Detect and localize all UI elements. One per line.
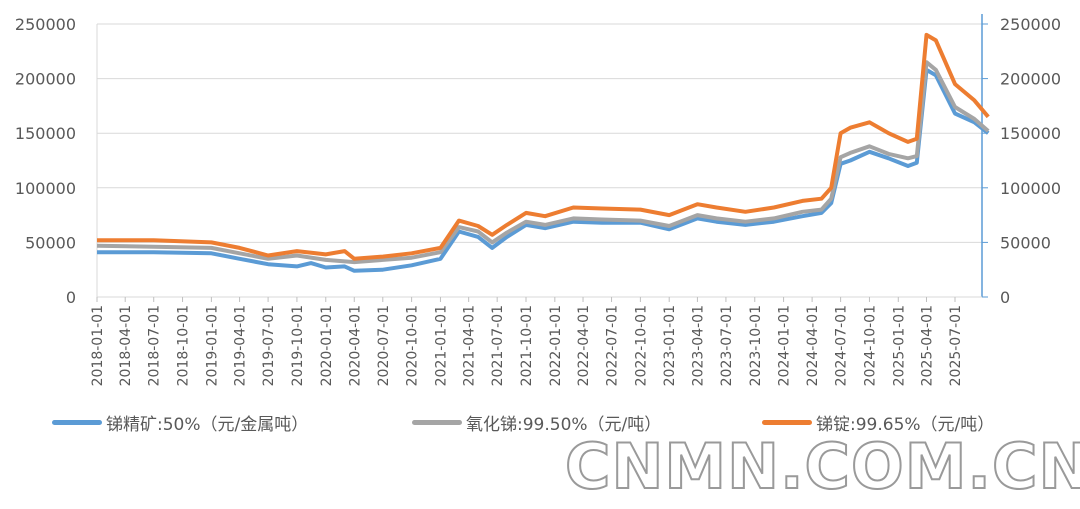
x-tick-label: 2022-01-01 [548,305,564,386]
y-tick-label-left: 100000 [15,179,76,198]
y-tick-label-left: 250000 [15,15,76,34]
x-tick-label: 2020-01-01 [319,305,335,386]
legend-item-antimony-concentrate: 锑精矿:50%（元/金属吨） [52,410,308,435]
legend-item-antimony-ingot: 锑锭:99.65%（元/吨） [762,410,994,435]
x-tick-label: 2023-10-01 [748,305,764,386]
watermark: CNMN.COM.CN [564,430,1080,503]
series-line-2 [97,32,990,261]
legend-label: 锑精矿:50%（元/金属吨） [106,415,309,435]
x-tick-label: 2024-10-01 [862,305,878,386]
y-tick-label-left: 200000 [15,70,76,89]
legend-label: 氧化锑:99.50%（元/吨） [466,415,662,435]
x-tick-label: 2022-10-01 [633,305,649,386]
x-tick-label: 2018-01-01 [90,305,106,386]
y-tick-label-left: 150000 [15,124,76,143]
x-tick-label: 2021-01-01 [433,305,449,386]
y-tick-label-right: 150000 [1000,124,1061,143]
legend-swatch [52,420,102,425]
y-tick-label-right: 50000 [1000,233,1051,252]
x-tick-label: 2025-07-01 [948,305,964,386]
x-tick-label: 2021-10-01 [519,305,535,386]
x-tick-label: 2020-10-01 [405,305,421,386]
x-tick-label: 2020-07-01 [376,305,392,386]
x-tick-label: 2025-04-01 [919,305,935,386]
legend-swatch [762,420,812,425]
legend-item-antimony-oxide: 氧化锑:99.50%（元/吨） [412,410,661,435]
series-line-0 [97,67,990,273]
x-tick-label: 2023-04-01 [690,305,706,386]
y-tick-label-left: 50000 [25,233,76,252]
x-tick-label: 2024-04-01 [805,305,821,386]
x-tick-label: 2022-07-01 [605,305,621,386]
x-tick-label: 2021-04-01 [462,305,478,386]
x-tick-label: 2023-01-01 [662,305,678,386]
y-tick-label-left: 0 [66,288,76,307]
x-tick-label: 2019-04-01 [233,305,249,386]
x-tick-label: 2018-07-01 [147,305,163,386]
line-chart: 0 0 50000 50000 100000 100000 150000 150000 2000… [15,14,1061,386]
x-tick-label: 2020-04-01 [347,305,363,386]
x-tick-label: 2025-01-01 [891,305,907,386]
x-tick-label: 2021-07-01 [490,305,506,386]
legend-swatch [412,420,462,425]
x-tick-label: 2024-01-01 [777,305,793,386]
x-tick-label: 2019-10-01 [290,305,306,386]
x-tick-label: 2019-01-01 [204,305,220,386]
x-tick-label: 2024-07-01 [834,305,850,386]
x-tick-label: 2022-04-01 [576,305,592,386]
series-line-1 [96,60,990,265]
x-tick-label: 2018-10-01 [176,305,192,386]
y-tick-label-right: 100000 [1000,179,1061,198]
y-tick-label-right: 200000 [1000,70,1061,89]
legend: 锑精矿:50%（元/金属吨） 氧化锑:99.50%（元/吨） 锑锭:99.65%… [0,410,1080,435]
x-tick-label: 2018-04-01 [118,305,134,386]
x-tick-label: 2023-07-01 [719,305,735,386]
x-tick-label: 2019-07-01 [261,305,277,386]
y-tick-label-right: 250000 [1000,15,1061,34]
y-tick-label-right: 0 [1000,288,1010,307]
legend-label: 锑锭:99.65%（元/吨） [816,415,995,435]
